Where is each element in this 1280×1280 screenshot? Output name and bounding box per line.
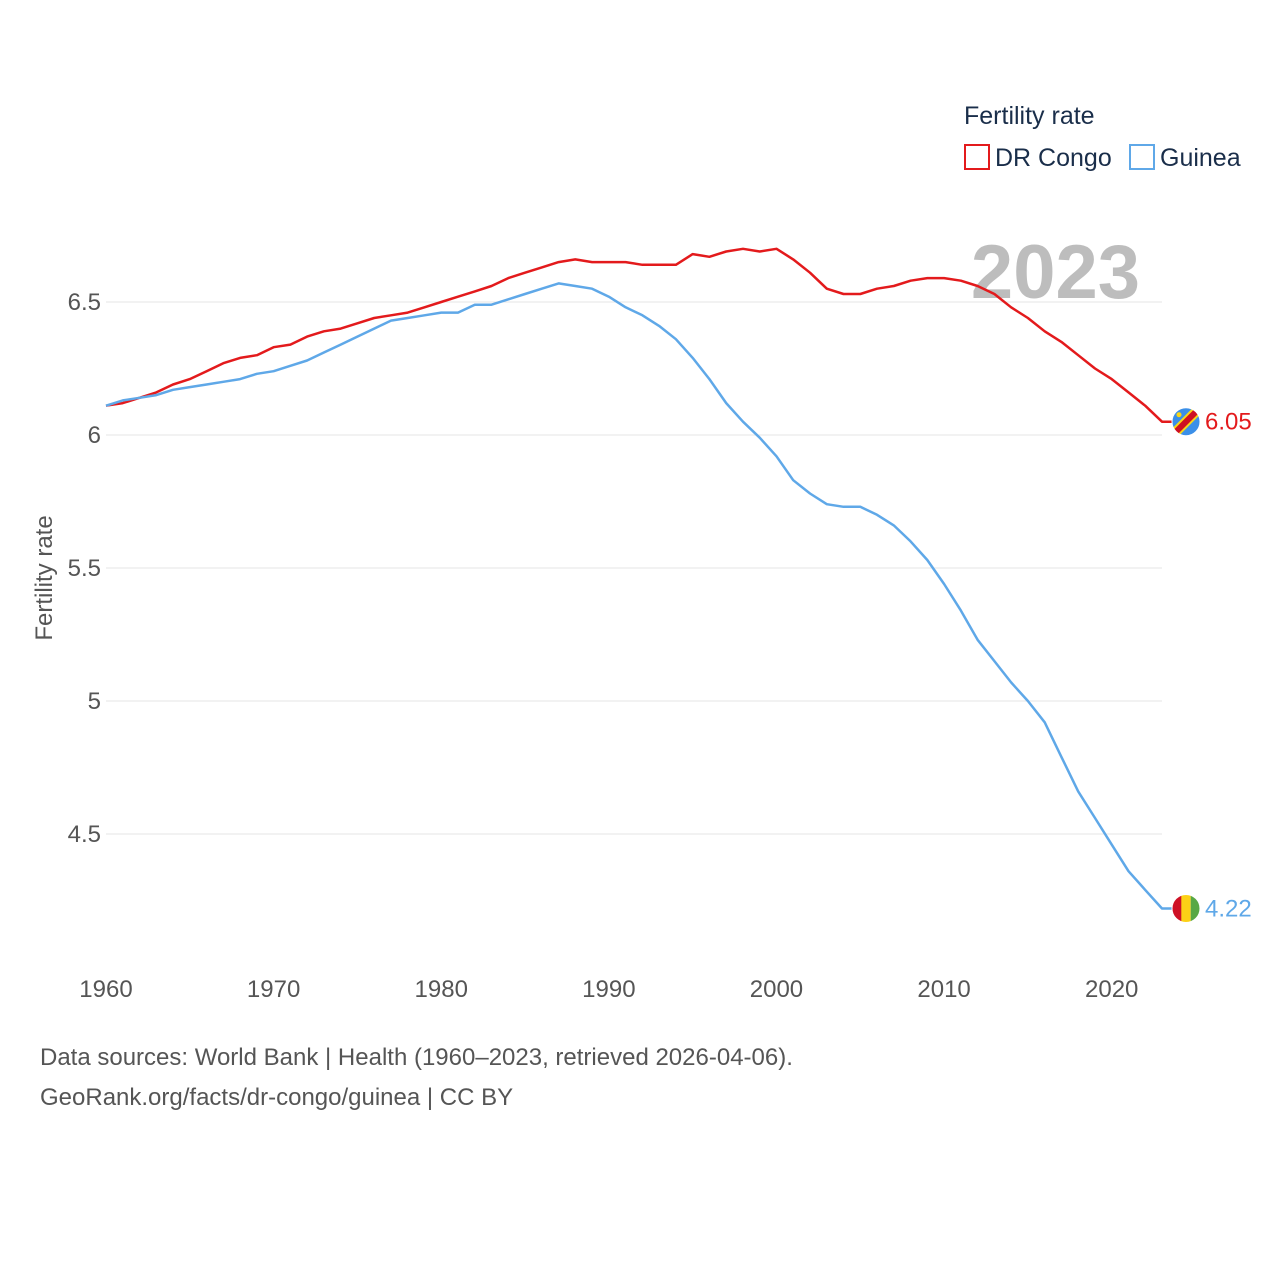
series-endpoints: 6.05 4.22	[1171, 407, 1252, 923]
legend-item-guinea[interactable]: Guinea	[1129, 144, 1241, 172]
x-tick-label: 1970	[247, 976, 300, 1003]
series-line-guinea[interactable]	[105, 282, 1172, 910]
attribution-link[interactable]: GeoRank.org/facts/dr-congo/guinea | CC B…	[40, 1084, 514, 1111]
y-tick-label: 6.5	[68, 289, 101, 316]
data-source-note: Data sources: World Bank | Health (1960–…	[40, 1044, 793, 1071]
grid-lines: 4.5 5 5.5 6 6.5	[68, 289, 1162, 848]
y-tick-label: 4.5	[68, 821, 101, 848]
dr-congo-flag-icon	[1171, 407, 1201, 437]
guinea-flag-icon	[1171, 893, 1201, 923]
x-tick-label: 1980	[415, 976, 468, 1003]
series-line-dr-congo[interactable]	[105, 247, 1172, 423]
y-axis-title: Fertility rate	[31, 515, 58, 640]
series-lines	[105, 247, 1172, 910]
y-tick-label: 5	[88, 688, 101, 715]
x-tick-label: 2000	[750, 976, 803, 1003]
legend-title: Fertility rate	[964, 102, 1095, 130]
legend-item-dr-congo[interactable]: DR Congo	[964, 144, 1112, 172]
y-tick-label: 5.5	[68, 555, 101, 582]
legend-swatch-dr-congo	[964, 144, 990, 170]
axes: 1960 1970 1980 1990 2000 2010 2020	[79, 976, 1138, 1003]
legend: Fertility rate DR Congo Guinea	[964, 102, 1241, 172]
x-tick-label: 2010	[917, 976, 970, 1003]
x-tick-label: 2020	[1085, 976, 1138, 1003]
x-tick-label: 1990	[582, 976, 635, 1003]
end-value-label-dr-congo: 6.05	[1205, 409, 1252, 436]
y-tick-label: 6	[88, 422, 101, 449]
end-value-label-guinea: 4.22	[1205, 895, 1252, 922]
legend-label-guinea: Guinea	[1160, 144, 1241, 172]
year-watermark: 2023	[971, 230, 1140, 315]
legend-swatch-guinea	[1129, 144, 1155, 170]
legend-label-dr-congo: DR Congo	[995, 144, 1112, 172]
x-tick-label: 1960	[79, 976, 132, 1003]
